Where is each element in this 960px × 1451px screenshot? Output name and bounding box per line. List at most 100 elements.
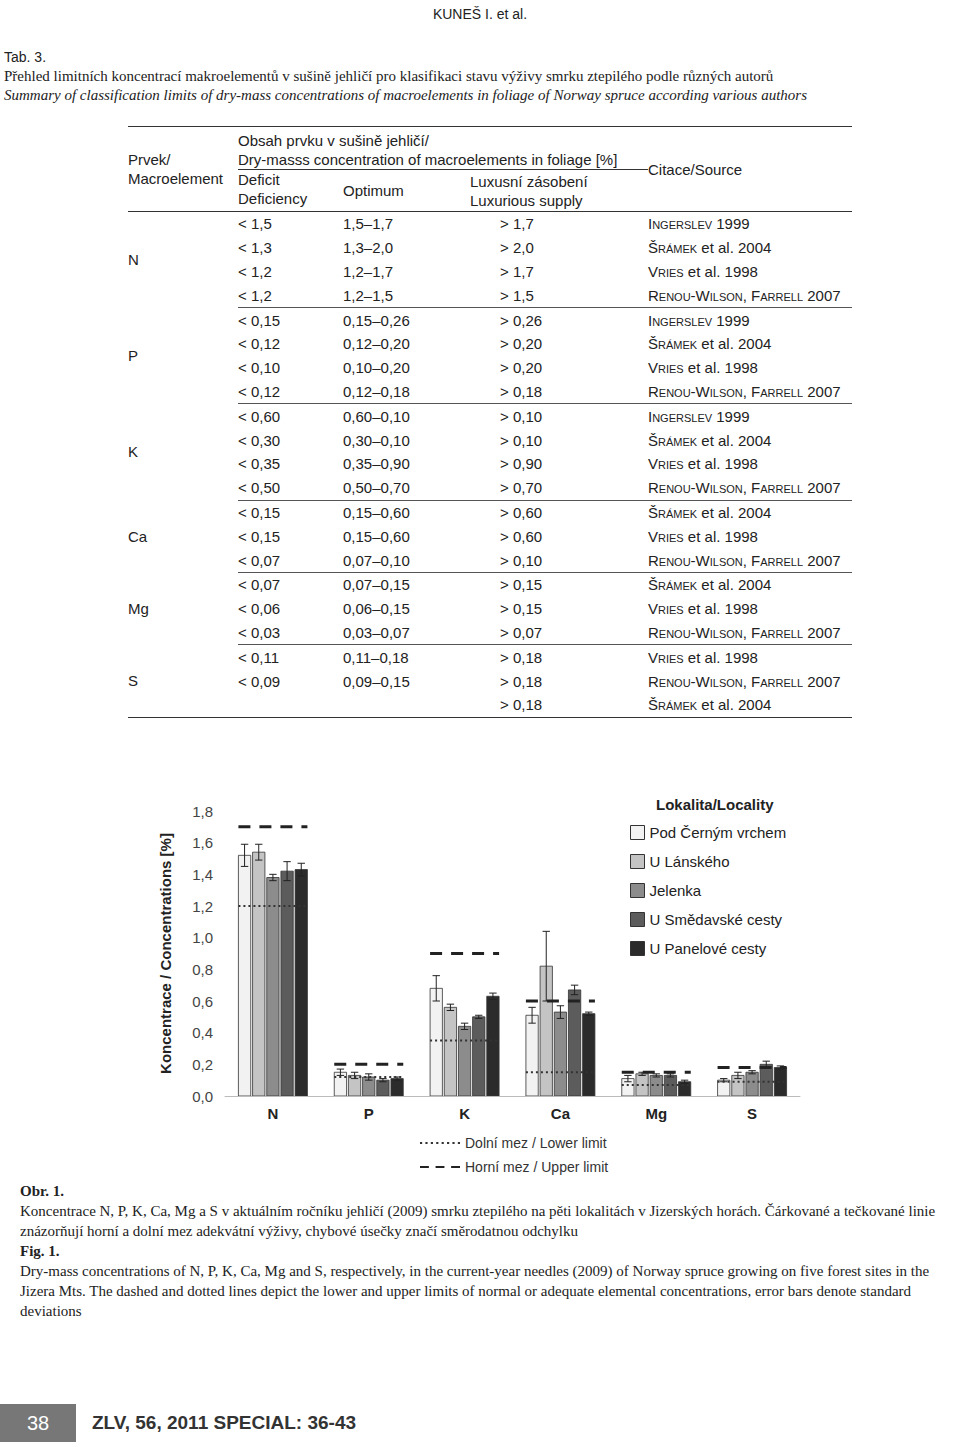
html-text:Luxurious supply: Luxurious supply [470,191,583,209]
html-text:< 0,15: < 0,15 [238,311,281,329]
html-text:< 0,06: < 0,06 [238,600,281,618]
svg-text:Dolní mez / Lower limit: Dolní mez / Lower limit [465,1135,607,1151]
html-text:0,06–0,15: 0,06–0,15 [343,600,410,618]
svg-text:0,8: 0,8 [192,961,213,978]
html-text:< 0,09: < 0,09 [238,672,281,690]
html-text:< 0,10: < 0,10 [238,359,281,377]
html-text:0,03–0,07: 0,03–0,07 [343,623,410,641]
html-text:< 0,07: < 0,07 [238,576,281,594]
html-text:0,15–0,60: 0,15–0,60 [343,527,410,545]
html-text:Renou-Wilson, Farrell 2007: Renou-Wilson, Farrell 2007 [648,551,841,569]
html-text:Vries et al. 1998: Vries et al. 1998 [648,359,758,377]
html-text:0,10–0,20: 0,10–0,20 [343,359,410,377]
html-text:> 0,10: > 0,10 [500,431,543,449]
html-text:> 0,10: > 0,10 [500,407,543,425]
svg-text:1,2: 1,2 [192,898,213,915]
html-text:> 2,0: > 2,0 [500,239,534,257]
svg-text:0,0: 0,0 [192,1088,213,1105]
svg-text:P: P [364,1105,374,1122]
html-text:0,50–0,70: 0,50–0,70 [343,479,410,497]
html-text:Ingerslev 1999: Ingerslev 1999 [648,311,750,329]
html-text:0,15–0,26: 0,15–0,26 [343,311,410,329]
html-text:ZLV, 56, 2011 SPECIAL: 36-43: ZLV, 56, 2011 SPECIAL: 36-43 [92,1412,356,1433]
html-text:Mg: Mg [128,600,149,618]
svg-text:Pod Černým vrchem: Pod Černým vrchem [650,824,787,841]
html-text:Koncentrace N, P, K, Ca, Mg a: Koncentrace N, P, K, Ca, Mg a S v aktuál… [20,1203,936,1239]
svg-text:N: N [267,1105,278,1122]
html-text:0,09–0,15: 0,09–0,15 [343,672,410,690]
html-text:Vries et al. 1998: Vries et al. 1998 [648,648,758,666]
svg-text:S: S [747,1105,757,1122]
html-text:0,12–0,20: 0,12–0,20 [343,335,410,353]
html-text:> 0,26: > 0,26 [500,311,543,329]
html-text:1,5–1,7: 1,5–1,7 [343,215,393,233]
html-text:Renou-Wilson, Farrell 2007: Renou-Wilson, Farrell 2007 [648,286,841,304]
html-text:< 0,35: < 0,35 [238,455,281,473]
html-text:Citace/Source: Citace/Source [648,160,743,178]
html-text:Ca: Ca [128,527,148,545]
html-text:Ingerslev 1999: Ingerslev 1999 [648,407,750,425]
svg-text:U Panelové cesty: U Panelové cesty [650,940,767,957]
html-text:0,07–0,15: 0,07–0,15 [343,576,410,594]
html-text:Šrámek et al. 2004: Šrámek et al. 2004 [648,335,772,353]
svg-text:Lokalita/Locality: Lokalita/Locality [656,796,774,813]
html-text:> 1,7: > 1,7 [500,215,534,233]
html-text:1,3–2,0: 1,3–2,0 [343,239,393,257]
html-text:< 0,60: < 0,60 [238,407,281,425]
svg-text:1,8: 1,8 [192,803,213,820]
html-text:Šrámek et al. 2004: Šrámek et al. 2004 [648,239,772,257]
html-text:> 0,10: > 0,10 [500,551,543,569]
svg-text:Ca: Ca [551,1105,571,1122]
svg-text:K: K [459,1105,470,1122]
html-text:> 0,70: > 0,70 [500,479,543,497]
html-text:Renou-Wilson, Farrell 2007: Renou-Wilson, Farrell 2007 [648,479,841,497]
html-text:Ingerslev 1999: Ingerslev 1999 [648,215,750,233]
html-text:< 0,12: < 0,12 [238,335,281,353]
html-text:> 0,15: > 0,15 [500,576,543,594]
html-text:> 1,5: > 1,5 [500,286,534,304]
html-text:0,11–0,18: 0,11–0,18 [343,648,409,666]
html-text:< 0,07: < 0,07 [238,551,281,569]
html-text:Renou-Wilson, Farrell 2007: Renou-Wilson, Farrell 2007 [648,623,841,641]
svg-text:Koncentrace / Concentrations [: Koncentrace / Concentrations [%] [157,833,174,1074]
svg-text:0,4: 0,4 [192,1024,213,1041]
svg-text:0,2: 0,2 [192,1056,213,1073]
html-text:> 0,18: > 0,18 [500,648,543,666]
html-text:< 1,5: < 1,5 [238,215,272,233]
svg-text:Mg: Mg [645,1105,667,1122]
html-text:> 0,07: > 0,07 [500,623,543,641]
html-text:< 0,03: < 0,03 [238,623,281,641]
html-text:> 0,20: > 0,20 [500,335,543,353]
html-text:Vries et al. 1998: Vries et al. 1998 [648,600,758,618]
html-text:Šrámek et al. 2004: Šrámek et al. 2004 [648,431,772,449]
html-text:38: 38 [26,1412,50,1434]
html-text:< 1,2: < 1,2 [238,286,272,304]
html-text:> 0,20: > 0,20 [500,359,543,377]
html-text:Šrámek et al. 2004: Šrámek et al. 2004 [648,576,772,594]
html-text:Luxusní zásobení: Luxusní zásobení [470,172,588,190]
svg-text:1,4: 1,4 [192,866,213,883]
html-text:Dry-mass concentrations of N,: Dry-mass concentrations of N, P, K, Ca, … [20,1263,930,1319]
svg-text:Jelenka: Jelenka [650,882,702,899]
html-text:1,2–1,5: 1,2–1,5 [343,286,393,304]
html-text:0,07–0,10: 0,07–0,10 [343,551,410,569]
html-text:< 0,30: < 0,30 [238,431,281,449]
svg-text:1,6: 1,6 [192,834,213,851]
html-text:0,35–0,90: 0,35–0,90 [343,455,410,473]
html-text:0,60–0,10: 0,60–0,10 [343,407,410,425]
html-text:0,30–0,10: 0,30–0,10 [343,431,410,449]
html-text:Vries et al. 1998: Vries et al. 1998 [648,527,758,545]
svg-text:U Lánského: U Lánského [650,853,730,870]
svg-text:1,0: 1,0 [192,929,213,946]
html-text:< 0,11: < 0,11 [238,648,279,666]
html-text:> 0,15: > 0,15 [500,600,543,618]
svg-text:0,6: 0,6 [192,993,213,1010]
svg-text:Horní mez / Upper limit: Horní mez / Upper limit [465,1159,608,1175]
html-text:< 0,15: < 0,15 [238,527,281,545]
html-text:> 0,60: > 0,60 [500,527,543,545]
html-text:< 0,50: < 0,50 [238,479,281,497]
html-text:< 1,3: < 1,3 [238,239,272,257]
svg-text:U Smědavské cesty: U Smědavské cesty [650,911,783,928]
html-text:> 0,90: > 0,90 [500,455,543,473]
html-text:Vries et al. 1998: Vries et al. 1998 [648,455,758,473]
